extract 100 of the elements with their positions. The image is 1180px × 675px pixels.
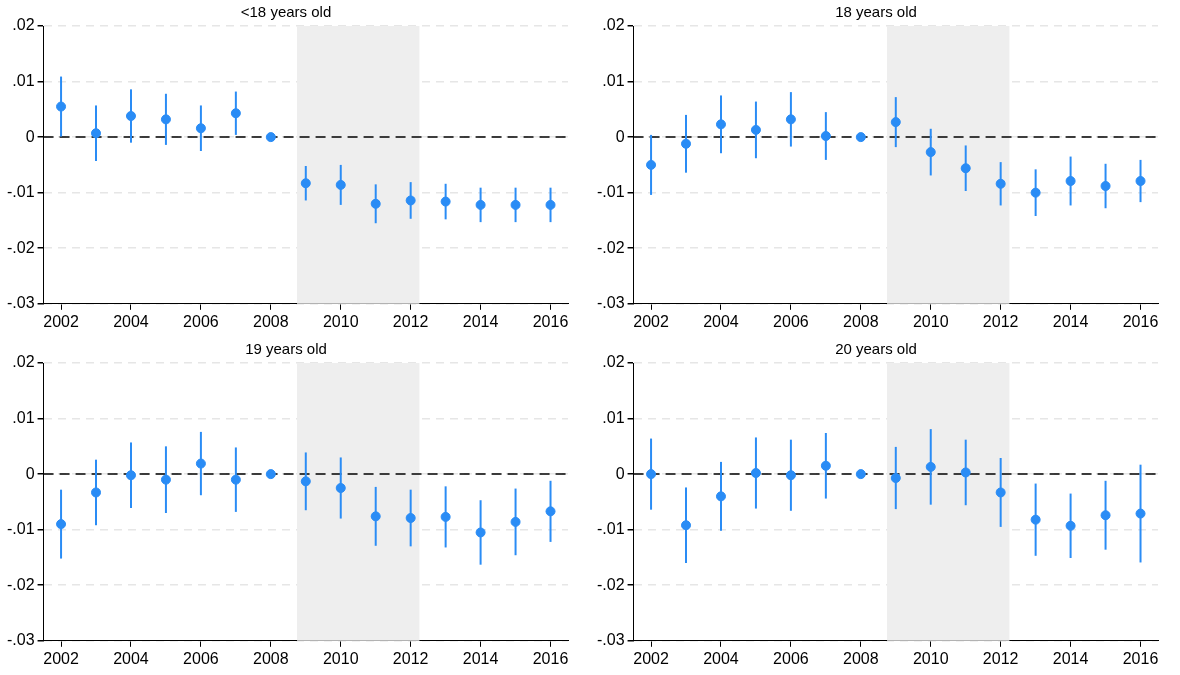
- point: [300, 476, 311, 487]
- x-tick-label: 2004: [113, 312, 149, 330]
- x-tick-label: 2016: [532, 649, 569, 667]
- y-tick-label: -.03: [6, 631, 35, 649]
- x-tick-label: 2012: [392, 312, 429, 330]
- point: [820, 131, 831, 142]
- x-tick-label: 2010: [912, 649, 949, 667]
- x-tick-label: 2004: [703, 649, 739, 667]
- y-tick-label: .01: [12, 408, 35, 426]
- x-tick-label: 2016: [532, 312, 569, 330]
- y-tick-label: -.02: [6, 575, 35, 593]
- x-tick-label: 2014: [1052, 312, 1089, 330]
- point: [995, 178, 1006, 189]
- point: [56, 519, 67, 530]
- point: [646, 159, 657, 170]
- point: [715, 491, 726, 502]
- point: [370, 198, 381, 209]
- point: [681, 138, 692, 149]
- x-tick-label: 2014: [1052, 649, 1089, 667]
- point: [890, 473, 901, 484]
- x-tick-label: 2008: [843, 312, 879, 330]
- x-tick-label: 2010: [912, 312, 949, 330]
- x-tick-label: 2004: [113, 649, 149, 667]
- point: [1135, 176, 1146, 187]
- point: [510, 516, 521, 527]
- x-tick-label: 2010: [322, 649, 359, 667]
- x-tick-label: 2016: [1122, 312, 1159, 330]
- point: [820, 460, 831, 471]
- chart-title: 18 years old: [835, 3, 917, 21]
- point: [1030, 187, 1041, 198]
- point: [925, 147, 936, 158]
- x-tick-label: 2008: [253, 312, 289, 330]
- y-tick-label: -.01: [596, 520, 625, 538]
- point: [125, 470, 136, 481]
- x-tick-label: 2012: [982, 312, 1019, 330]
- point: [750, 124, 761, 135]
- point: [855, 132, 866, 143]
- point: [925, 461, 936, 472]
- y-tick-label: -.02: [596, 238, 625, 256]
- point: [646, 469, 657, 480]
- point: [855, 469, 866, 480]
- point: [510, 199, 521, 210]
- x-tick-label: 2008: [253, 649, 289, 667]
- y-tick-label: 0: [615, 464, 625, 482]
- point: [785, 114, 796, 125]
- point: [370, 511, 381, 522]
- point: [195, 458, 206, 469]
- y-tick-label: -.02: [596, 575, 625, 593]
- point: [715, 119, 726, 130]
- y-tick-label: -.03: [596, 294, 625, 312]
- y-tick-label: -.02: [6, 238, 35, 256]
- point: [160, 114, 171, 125]
- point: [995, 487, 1006, 498]
- point: [125, 111, 136, 122]
- x-tick-label: 2002: [43, 649, 79, 667]
- y-tick-label: -.01: [6, 520, 35, 538]
- point: [1100, 181, 1111, 192]
- point: [1030, 514, 1041, 525]
- point: [335, 179, 346, 190]
- point: [545, 506, 556, 517]
- point: [750, 468, 761, 479]
- point: [1100, 510, 1111, 521]
- point: [890, 117, 901, 128]
- x-tick-label: 2012: [982, 649, 1019, 667]
- y-tick-label: .02: [602, 16, 625, 34]
- point: [960, 163, 971, 174]
- x-tick-label: 2012: [392, 649, 429, 667]
- y-tick-label: .02: [12, 16, 35, 34]
- chart-title: <18 years old: [240, 3, 332, 21]
- point: [300, 178, 311, 189]
- x-tick-label: 2016: [1122, 649, 1159, 667]
- x-tick-label: 2006: [773, 649, 809, 667]
- point: [681, 520, 692, 531]
- x-tick-label: 2006: [183, 649, 219, 667]
- x-tick-label: 2004: [703, 312, 739, 330]
- x-tick-label: 2006: [183, 312, 219, 330]
- y-tick-label: -.01: [596, 183, 625, 201]
- y-tick-label: .02: [602, 353, 625, 371]
- x-tick-label: 2002: [633, 649, 669, 667]
- point: [265, 469, 276, 480]
- y-tick-label: -.01: [6, 183, 35, 201]
- y-tick-label: 0: [25, 464, 35, 482]
- x-tick-label: 2014: [462, 312, 499, 330]
- x-tick-label: 2002: [633, 312, 669, 330]
- point: [335, 483, 346, 494]
- point: [475, 527, 486, 538]
- x-tick-label: 2010: [322, 312, 359, 330]
- point: [230, 108, 241, 119]
- y-tick-label: 0: [25, 127, 35, 145]
- point: [440, 511, 451, 522]
- point: [56, 101, 67, 112]
- y-tick-label: -.03: [6, 294, 35, 312]
- point: [1065, 520, 1076, 531]
- y-tick-label: .02: [12, 353, 35, 371]
- point: [960, 467, 971, 478]
- chart-title: 20 years old: [835, 340, 917, 358]
- x-tick-label: 2008: [843, 649, 879, 667]
- point: [785, 470, 796, 481]
- point: [160, 474, 171, 485]
- y-tick-label: .01: [602, 71, 625, 89]
